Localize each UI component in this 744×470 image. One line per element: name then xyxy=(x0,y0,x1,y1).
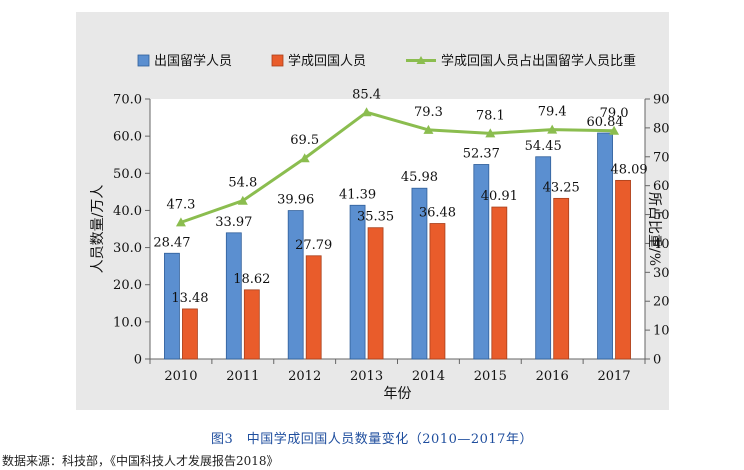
x-tick-label: 2015 xyxy=(474,369,507,384)
data-label-returnees: 36.48 xyxy=(419,206,456,221)
data-label-ratio: 69.5 xyxy=(290,133,319,148)
y2-tick-label: 30.0 xyxy=(653,266,669,281)
bar-outbound-2016 xyxy=(535,156,552,360)
x-tick-label: 2014 xyxy=(412,369,445,384)
point-ratio-2017 xyxy=(609,125,620,135)
data-label-ratio: 54.8 xyxy=(228,176,257,191)
figure-caption: 图3 中国学成回国人员数量变化（2010—2017年） xyxy=(211,432,533,447)
y2-tick-label: 0 xyxy=(653,353,661,368)
data-label-outbound: 33.97 xyxy=(215,215,252,230)
y-tick-label: 0 xyxy=(134,353,142,368)
bar-outbound-2011 xyxy=(225,232,242,360)
y2-tick-label: 80.0 xyxy=(653,121,669,136)
y-axis-title: 人员数量/万人 xyxy=(90,185,106,274)
point-ratio-2012 xyxy=(299,153,310,163)
point-ratio-2015 xyxy=(485,128,496,138)
data-label-outbound: 39.96 xyxy=(277,193,314,208)
data-label-outbound: 45.98 xyxy=(401,170,438,185)
y2-tick-label: 20.0 xyxy=(653,295,669,310)
y2-tick-label: 90.0 xyxy=(653,93,669,108)
bar-outbound-2017 xyxy=(597,132,613,360)
bar-returnees-2011 xyxy=(243,289,260,360)
data-label-outbound: 28.47 xyxy=(153,235,190,250)
bar-returnees-2010 xyxy=(182,308,198,360)
bar-outbound-2015 xyxy=(473,164,490,360)
bar-line-chart: 出国留学人员 学成回国人员 学成回国人员占出国留学人员比重 0 10.0 20.0 30.0… xyxy=(90,53,669,402)
y-tick-label: 60.0 xyxy=(113,130,142,145)
data-label-returnees: 43.25 xyxy=(543,180,580,195)
data-label-ratio: 79.3 xyxy=(414,105,443,120)
legend-label-outbound: 出国留学人员 xyxy=(154,53,232,69)
point-ratio-2014 xyxy=(423,124,434,134)
legend-label-ratio: 学成回国人员占出国留学人员比重 xyxy=(441,53,636,69)
bar-returnees-2014 xyxy=(429,223,446,360)
data-label-returnees: 18.62 xyxy=(233,272,270,287)
bar-returnees-2016 xyxy=(553,197,570,360)
x-tick-label: 2017 xyxy=(598,369,631,384)
bar-returnees-2017 xyxy=(615,179,631,360)
data-source: 数据来源：科技部，《中国科技人才发展报告2018》 xyxy=(2,454,279,468)
y-tick-label: 70.0 xyxy=(113,93,142,108)
legend-swatch-returnees xyxy=(271,54,284,67)
data-label-ratio: 85.4 xyxy=(352,87,381,102)
data-label-ratio: 79.4 xyxy=(538,105,567,120)
data-label-ratio: 79.0 xyxy=(600,106,629,121)
bar-outbound-2012 xyxy=(287,210,304,360)
legend-label-returnees: 学成回国人员 xyxy=(288,53,366,69)
data-label-returnees: 40.91 xyxy=(481,189,518,204)
data-label-ratio: 78.1 xyxy=(476,108,505,123)
data-label-returnees: 48.09 xyxy=(610,162,647,177)
x-axis-title: 年份 xyxy=(384,386,412,402)
point-ratio-2010 xyxy=(175,217,186,227)
data-label-ratio: 47.3 xyxy=(166,197,195,212)
bar-outbound-2010 xyxy=(164,252,180,360)
data-label-outbound: 60.84 xyxy=(586,115,623,130)
y2-tick-label: 40.0 xyxy=(653,237,669,252)
y2-tick-label: 70.0 xyxy=(653,150,669,165)
y-tick-label: 30.0 xyxy=(113,241,142,256)
x-tick-label: 2012 xyxy=(288,369,321,384)
bar-returnees-2015 xyxy=(491,206,508,360)
point-ratio-2016 xyxy=(547,124,558,134)
bar-returnees-2013 xyxy=(367,227,384,360)
x-tick-label: 2011 xyxy=(226,369,259,384)
point-ratio-2013 xyxy=(361,107,372,117)
data-label-returnees: 27.79 xyxy=(295,238,332,253)
bar-outbound-2014 xyxy=(411,187,428,360)
data-label-outbound: 41.39 xyxy=(339,187,376,202)
chart-panel: 出国留学人员 学成回国人员 学成回国人员占出国留学人员比重 0 10.0 20.0 30.0… xyxy=(76,12,669,410)
data-label-outbound: 52.37 xyxy=(463,146,500,161)
y2-tick-label: 50.0 xyxy=(653,208,669,223)
y2-axis-title: 所占比重/% xyxy=(646,192,662,266)
y2-tick-label: 60.0 xyxy=(653,179,669,194)
data-label-returnees: 35.35 xyxy=(357,210,394,225)
line-ratio xyxy=(180,110,615,224)
x-tick-label: 2016 xyxy=(536,369,569,384)
bar-returnees-2012 xyxy=(305,255,322,360)
y-tick-label: 20.0 xyxy=(113,278,142,293)
y-tick-label: 40.0 xyxy=(113,204,142,219)
data-label-returnees: 13.48 xyxy=(171,291,208,306)
x-tick-label: 2010 xyxy=(164,369,197,384)
y-tick-label: 50.0 xyxy=(113,167,142,182)
bar-outbound-2013 xyxy=(349,204,366,360)
point-ratio-2011 xyxy=(237,195,248,205)
legend-marker-ratio xyxy=(416,56,426,64)
legend-swatch-outbound xyxy=(137,54,150,67)
x-tick-label: 2013 xyxy=(350,369,383,384)
y2-tick-label: 10.0 xyxy=(653,324,669,339)
y-tick-label: 10.0 xyxy=(113,315,142,330)
data-label-outbound: 54.45 xyxy=(525,139,562,154)
